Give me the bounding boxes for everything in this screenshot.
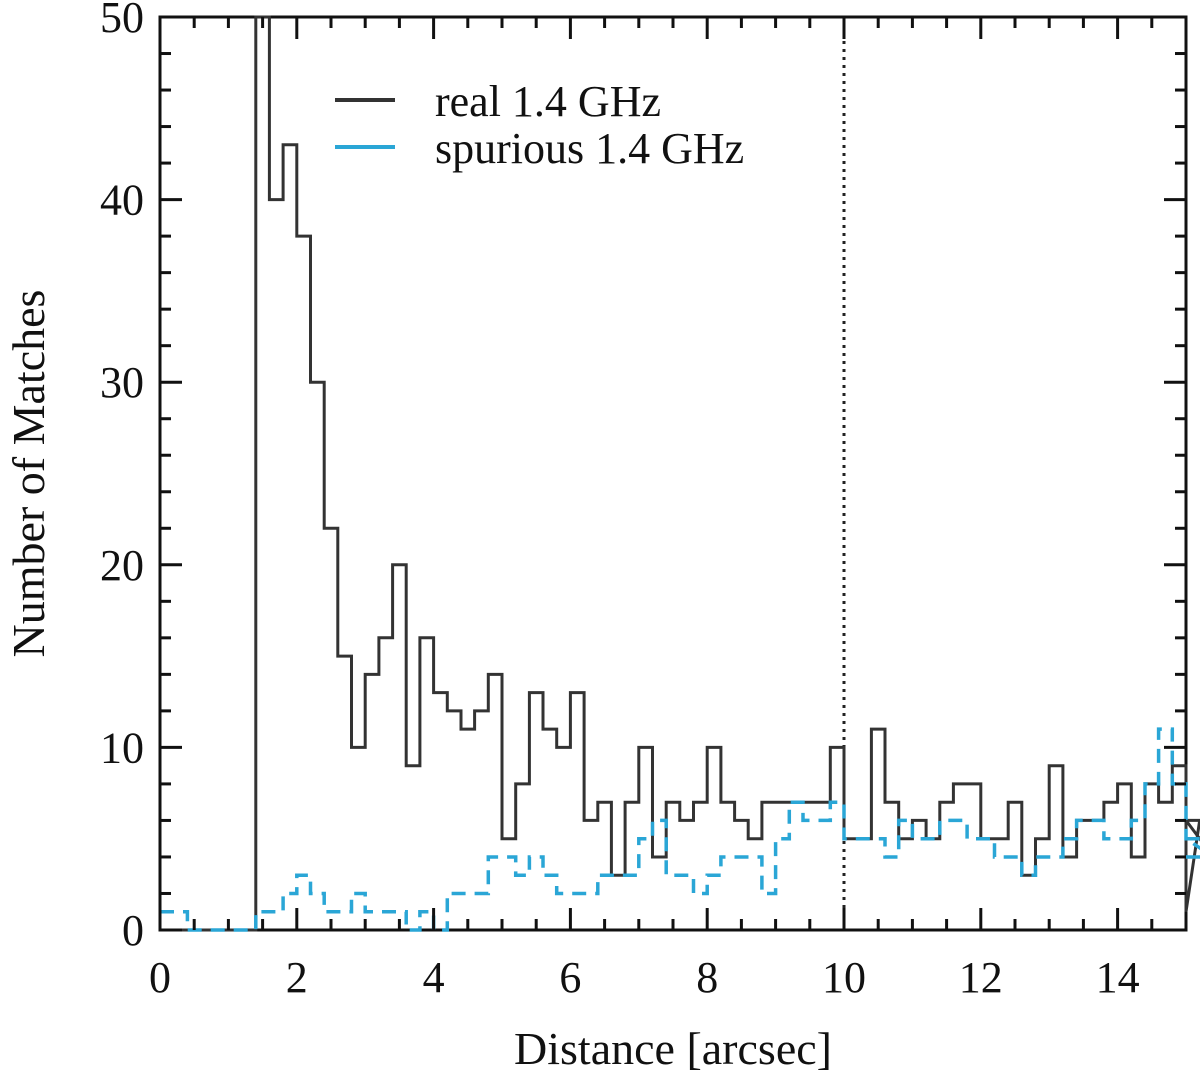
x-tick-label: 14 (1096, 953, 1140, 1002)
y-tick-label: 50 (100, 0, 144, 42)
y-tick-label: 40 (100, 176, 144, 225)
legend-label-spurious: spurious 1.4 GHz (435, 124, 744, 173)
x-tick-label: 2 (286, 953, 308, 1002)
y-tick-label: 10 (100, 723, 144, 772)
legend-label-real: real 1.4 GHz (435, 77, 661, 126)
x-tick-label: 6 (559, 953, 581, 1002)
y-tick-label: 0 (122, 906, 144, 955)
series-real-1-4-ghz (160, 15, 1200, 932)
y-tick-label: 30 (100, 358, 144, 407)
x-tick-label: 0 (149, 953, 171, 1002)
y-axis-label: Number of Matches (3, 290, 54, 658)
legend: real 1.4 GHz spurious 1.4 GHz (335, 77, 744, 173)
x-tick-label: 8 (696, 953, 718, 1002)
x-tick-label: 4 (423, 953, 445, 1002)
y-tick-label: 20 (100, 541, 144, 590)
x-tick-label: 12 (959, 953, 1003, 1002)
x-axis-label: Distance [arcsec] (514, 1023, 832, 1074)
series-spurious-1-4-ghz (160, 727, 1200, 932)
x-tick-label: 10 (822, 953, 866, 1002)
